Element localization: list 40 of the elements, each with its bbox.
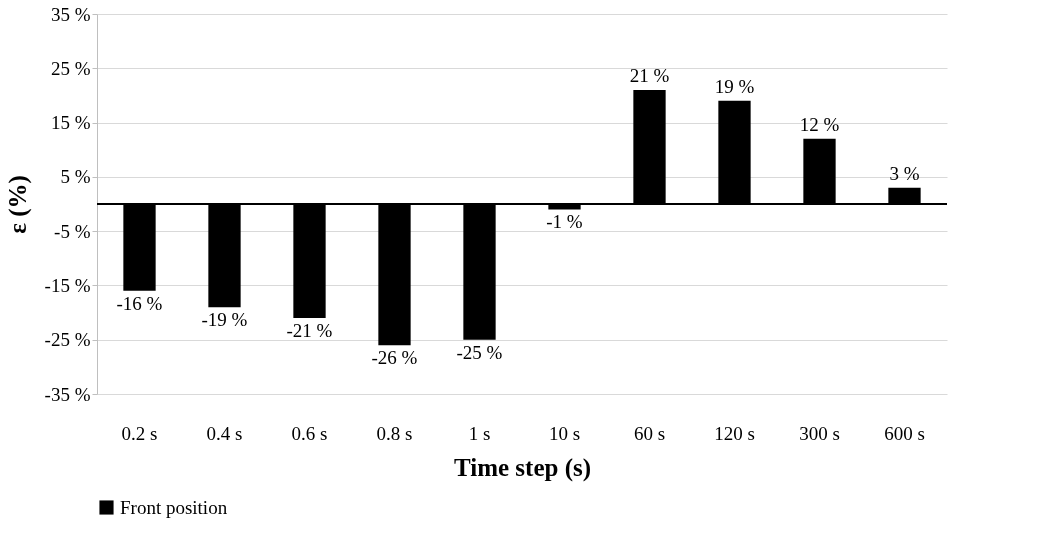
x-tick-label: 0.6 s [291,422,328,444]
x-axis-title: Time step (s) [453,453,592,482]
y-tick-label: 15 % [50,112,91,134]
x-tick-label: 0.4 s [206,422,243,444]
text: 3 % [889,162,920,184]
y-tick-label: -25 % [44,329,91,351]
bar [123,204,156,291]
y-tick-label: 25 % [50,57,91,79]
x-tick-label: 0.2 s [121,422,158,444]
y-tick-label: 35 % [50,3,91,25]
y-tick-label: -5 % [54,220,91,242]
y-tick-label: 5 % [60,166,91,188]
bar [803,138,836,204]
legend-label: Front position [120,496,228,518]
x-tick-label: 300 s [799,422,840,444]
text: -21 % [286,320,333,341]
x-tick-label: 600 s [884,422,925,444]
text: 12 % [799,113,840,135]
x-tick-label: 1 s [468,422,491,444]
x-tick-label: 10 s [548,422,581,444]
text: -1 % [546,211,583,233]
bar [208,204,241,308]
y-axis-title: ε (%) [3,175,32,234]
text: 21 % [629,65,670,86]
text: -26 % [371,347,418,369]
text: -16 % [116,292,163,314]
text: -19 % [201,309,248,331]
bar [463,204,496,340]
bar [378,204,411,346]
bar [633,90,666,204]
y-tick-label: -35 % [44,383,91,405]
text: -25 % [456,341,503,363]
y-tick-label: -15 % [44,274,91,296]
text: 19 % [714,75,755,97]
x-tick-label: 120 s [714,422,755,444]
bar [718,100,751,204]
x-tick-label: 60 s [633,422,666,444]
bar [888,187,921,204]
bar [293,204,326,318]
x-tick-label: 0.8 s [376,422,413,444]
